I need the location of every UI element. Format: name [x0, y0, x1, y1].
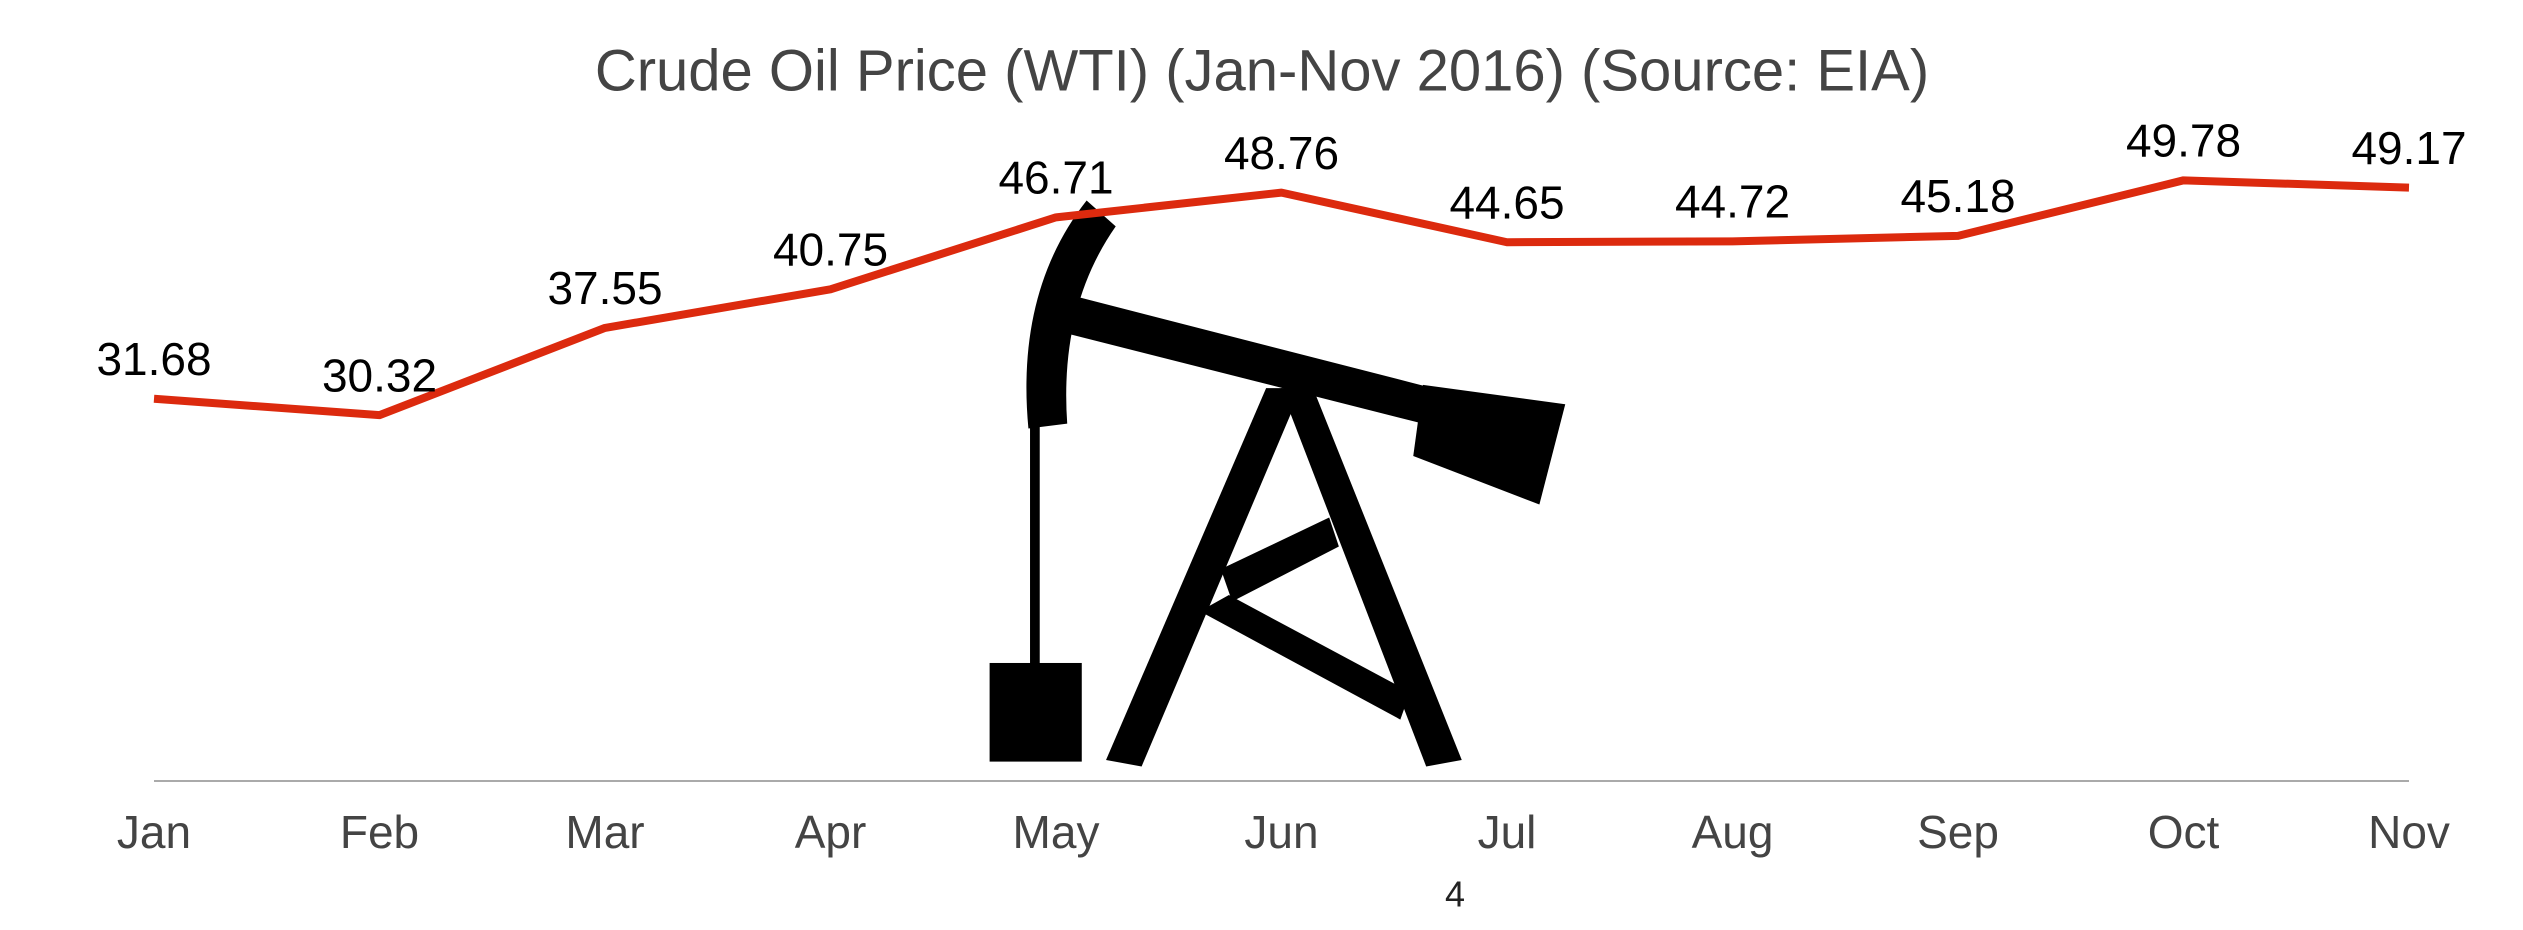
x-tick-label: May — [1013, 806, 1100, 858]
chart-title: Crude Oil Price (WTI) (Jan-Nov 2016) (So… — [595, 38, 1929, 103]
x-tick-label: Jul — [1478, 806, 1537, 858]
x-tick-label: Aug — [1692, 806, 1774, 858]
data-label: 49.17 — [2351, 122, 2466, 174]
x-tick-label: Feb — [340, 806, 419, 858]
data-label: 31.68 — [96, 333, 211, 385]
data-label: 40.75 — [773, 223, 888, 275]
pump-jack-icon — [989, 200, 1566, 767]
data-label: 37.55 — [547, 262, 662, 314]
x-tick-label: Oct — [2148, 806, 2220, 858]
data-label: 44.65 — [1449, 176, 1564, 228]
data-label: 44.72 — [1675, 176, 1790, 228]
page-number: 4 — [1445, 874, 1465, 915]
data-label: 49.78 — [2126, 114, 2241, 166]
data-label: 48.76 — [1224, 127, 1339, 179]
x-tick-label: Apr — [795, 806, 867, 858]
x-tick-label: Jan — [117, 806, 191, 858]
x-tick-label: Nov — [2368, 806, 2450, 858]
data-label: 30.32 — [322, 349, 437, 401]
x-tick-label: Sep — [1917, 806, 1999, 858]
x-tick-label: Jun — [1244, 806, 1318, 858]
data-label: 46.71 — [998, 152, 1113, 204]
line — [153, 176, 2410, 420]
x-tick-label: Mar — [565, 806, 644, 858]
data-label: 45.18 — [1900, 170, 2015, 222]
